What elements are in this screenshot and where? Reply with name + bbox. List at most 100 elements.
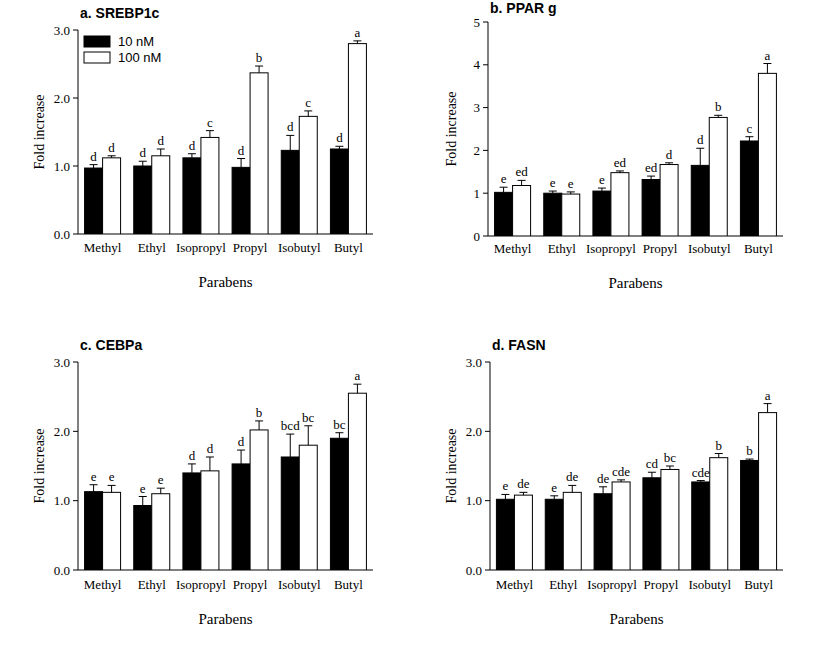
error-bar [353, 41, 361, 44]
y-axis [490, 362, 491, 570]
bar [611, 173, 629, 236]
y-tick [485, 570, 490, 571]
x-axis [78, 570, 373, 571]
y-tick [485, 500, 490, 501]
error-cap [90, 484, 98, 485]
bar [103, 492, 121, 570]
bar [85, 168, 103, 234]
error-cap [599, 486, 607, 487]
x-tick-label: Methyl [84, 240, 122, 255]
bar [758, 73, 776, 236]
error-bar [304, 111, 312, 116]
significance-letter: bc [302, 410, 315, 425]
error-bar [616, 171, 624, 173]
y-tick-label: 0 [474, 229, 481, 244]
error-bar [501, 494, 509, 499]
error-stem [767, 404, 768, 413]
error-stem [160, 149, 161, 156]
x-tick-label: Propyl [643, 241, 678, 256]
chart-title: c. CEBPa [80, 337, 142, 353]
error-stem [572, 485, 573, 492]
annotations: ddddddddcbca [90, 25, 360, 164]
significance-letter: d [207, 441, 214, 456]
significance-letter: bcd [281, 418, 300, 433]
significance-letter: e [158, 472, 164, 487]
y-tick-label: 3.0 [54, 23, 70, 38]
error-stem [651, 472, 652, 478]
bar [134, 506, 152, 570]
error-stem [93, 485, 94, 492]
x-tick-label: Ethyl [548, 241, 577, 256]
bar [594, 494, 612, 570]
significance-letter: c [207, 115, 213, 130]
x-tick-label: Isopropyl [176, 577, 226, 592]
error-cap [206, 130, 214, 131]
error-cap [648, 472, 656, 473]
significance-letter: e [91, 469, 97, 484]
error-cap [353, 40, 361, 41]
bar [85, 492, 103, 570]
error-cap [568, 485, 576, 486]
error-bar [335, 433, 343, 439]
error-stem [241, 159, 242, 168]
bar [513, 185, 531, 236]
error-bar [206, 131, 214, 138]
error-bar [90, 485, 98, 492]
significance-letter: b [716, 438, 723, 453]
error-cap [255, 66, 263, 67]
bar [593, 191, 611, 236]
error-bar [90, 165, 98, 168]
chart-title: d. FASN [492, 337, 546, 353]
error-bar [697, 481, 705, 482]
significance-letter: d [666, 147, 673, 162]
error-cap [745, 136, 753, 137]
error-bar [157, 488, 165, 494]
x-tick-label: Propyl [233, 240, 268, 255]
x-tick-label: Butyl [334, 240, 363, 255]
error-stem [308, 111, 309, 116]
bar [201, 471, 219, 570]
error-stem [93, 165, 94, 168]
y-tick [485, 431, 490, 432]
bars [85, 41, 367, 234]
significance-letter: b [256, 50, 263, 65]
significance-letter: bc [664, 450, 677, 465]
error-bar [518, 180, 526, 185]
error-bar [714, 115, 722, 117]
bar [691, 165, 709, 236]
error-stem [191, 154, 192, 158]
error-cap [286, 434, 294, 435]
bar [740, 141, 758, 236]
y-tick [73, 362, 78, 363]
error-stem [521, 180, 522, 185]
error-stem [142, 497, 143, 506]
error-cap [157, 488, 165, 489]
x-tick-label: Ethyl [138, 577, 167, 592]
bar [250, 73, 268, 234]
significance-letter: cde [612, 464, 630, 479]
error-cap [647, 176, 655, 177]
annotations: eedecdcdebdedecdebcba [503, 388, 771, 495]
bar [692, 482, 710, 570]
error-bar [255, 66, 263, 73]
y-tick [485, 362, 490, 363]
error-bar [519, 492, 527, 495]
error-cap [666, 466, 674, 467]
error-cap [353, 384, 361, 385]
error-cap [304, 110, 312, 111]
error-bar [549, 191, 557, 193]
y-axis [488, 22, 489, 236]
error-stem [339, 433, 340, 439]
y-tick-label: 1 [474, 186, 481, 201]
bar [661, 469, 679, 570]
x-tick-label: Methyl [496, 577, 534, 592]
error-bar [550, 496, 558, 499]
y-tick-label: 1.0 [54, 159, 70, 174]
y-tick [483, 236, 488, 237]
error-bar [206, 457, 214, 471]
y-tick-label: 2 [474, 143, 481, 158]
x-tick-label: Butyl [744, 241, 773, 256]
error-bar [715, 454, 723, 458]
x-tick-label: Isopropyl [586, 241, 636, 256]
error-stem [669, 466, 670, 469]
